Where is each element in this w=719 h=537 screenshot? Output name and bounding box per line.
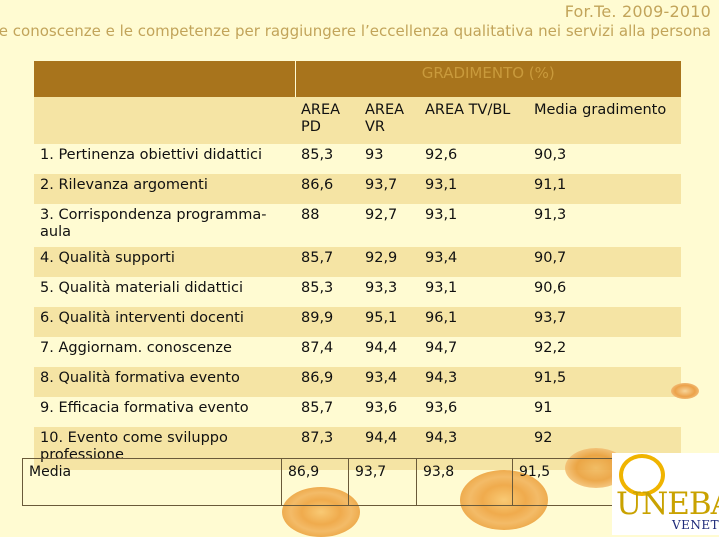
cell: 94,7 xyxy=(419,337,528,367)
media-label: Media xyxy=(22,458,282,506)
media-cell: 93,7 xyxy=(348,458,417,506)
cell: 90,7 xyxy=(528,247,682,277)
cell: 92,7 xyxy=(359,204,419,247)
table-row: 2. Rilevanza argomenti 86,6 93,7 93,1 91… xyxy=(34,174,682,204)
row-label: 7. Aggiornam. conoscenze xyxy=(34,337,295,367)
table-row: 6. Qualità interventi docenti 89,9 95,1 … xyxy=(34,307,682,337)
media-table: Media 86,9 93,7 93,8 91,5 xyxy=(22,458,680,506)
row-label: 4. Qualità supporti xyxy=(34,247,295,277)
row-label: 6. Qualità interventi docenti xyxy=(34,307,295,337)
cell: 91,1 xyxy=(528,174,682,204)
cell: 96,1 xyxy=(419,307,528,337)
cell: 93,6 xyxy=(419,397,528,427)
logo-name: UNEBA xyxy=(616,486,719,522)
cell: 85,3 xyxy=(295,144,359,174)
logo-region: VENETO xyxy=(672,518,719,532)
column-header: AREA TV/BL xyxy=(419,97,528,144)
column-header: AREA PD xyxy=(295,97,359,144)
logo-ring-icon xyxy=(619,454,665,496)
cell: 87,4 xyxy=(295,337,359,367)
cell: 86,9 xyxy=(295,367,359,397)
row-label: 1. Pertinenza obiettivi didattici xyxy=(34,144,295,174)
table-group-header-row: GRADIMENTO (%) xyxy=(34,61,682,97)
row-label: 3. Corrispondenza programma-aula xyxy=(34,204,295,247)
cell: 95,1 xyxy=(359,307,419,337)
row-label: 2. Rilevanza argomenti xyxy=(34,174,295,204)
cell: 92,2 xyxy=(528,337,682,367)
media-cell: 93,8 xyxy=(416,458,513,506)
table-row: 3. Corrispondenza programma-aula 88 92,7… xyxy=(34,204,682,247)
cell: 85,7 xyxy=(295,247,359,277)
cell: 92,6 xyxy=(419,144,528,174)
cell: 88 xyxy=(295,204,359,247)
table-row: 5. Qualità materiali didattici 85,3 93,3… xyxy=(34,277,682,307)
table-row: 7. Aggiornam. conoscenze 87,4 94,4 94,7 … xyxy=(34,337,682,367)
cell: 93,1 xyxy=(419,277,528,307)
cell: 93,1 xyxy=(419,174,528,204)
table-row: 8. Qualità formativa evento 86,9 93,4 94… xyxy=(34,367,682,397)
media-cell: 86,9 xyxy=(281,458,349,506)
cell: 93,3 xyxy=(359,277,419,307)
cell: 91,3 xyxy=(528,204,682,247)
cell: 93,6 xyxy=(359,397,419,427)
table-row: 1. Pertinenza obiettivi didattici 85,3 9… xyxy=(34,144,682,174)
cell: 89,9 xyxy=(295,307,359,337)
satisfaction-table: GRADIMENTO (%) AREA PD AREA VR AREA TV/B… xyxy=(34,61,682,470)
cell: 92,9 xyxy=(359,247,419,277)
cell: 94,4 xyxy=(359,337,419,367)
column-header: Media gradimento xyxy=(528,97,682,144)
cell: 90,6 xyxy=(528,277,682,307)
cell: 93,4 xyxy=(359,367,419,397)
cell: 93,1 xyxy=(419,204,528,247)
cell: 93,4 xyxy=(419,247,528,277)
cell: 93,7 xyxy=(359,174,419,204)
cell: 85,3 xyxy=(295,277,359,307)
cell: 91 xyxy=(528,397,682,427)
media-row: Media 86,9 93,7 93,8 91,5 xyxy=(22,458,680,506)
table-row: 4. Qualità supporti 85,7 92,9 93,4 90,7 xyxy=(34,247,682,277)
row-label: 5. Qualità materiali didattici xyxy=(34,277,295,307)
cell: 93,7 xyxy=(528,307,682,337)
cell: 91,5 xyxy=(528,367,682,397)
cell: 94,3 xyxy=(419,367,528,397)
group-header: GRADIMENTO (%) xyxy=(295,61,682,97)
cell: 93 xyxy=(359,144,419,174)
table-column-header-row: AREA PD AREA VR AREA TV/BL Media gradime… xyxy=(34,97,682,144)
cell: 85,7 xyxy=(295,397,359,427)
row-label: 8. Qualità formativa evento xyxy=(34,367,295,397)
column-header: AREA VR xyxy=(359,97,419,144)
row-label: 9. Efficacia formativa evento xyxy=(34,397,295,427)
cell: 86,6 xyxy=(295,174,359,204)
table-row: 9. Efficacia formativa evento 85,7 93,6 … xyxy=(34,397,682,427)
cell: 90,3 xyxy=(528,144,682,174)
header-title: For.Te. 2009-2010 xyxy=(564,2,711,21)
header-subtitle: Le conoscenze e le competenze per raggiu… xyxy=(0,22,711,40)
